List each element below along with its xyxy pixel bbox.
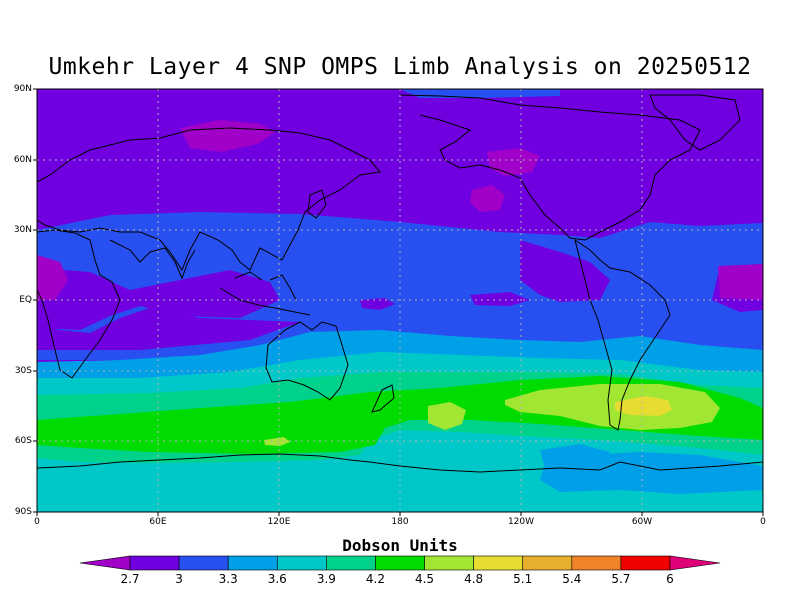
colorbar <box>79 555 721 571</box>
lat-label-60s: 60S <box>14 436 32 446</box>
field-band-5.1 <box>615 396 672 416</box>
lat-label-30n: 30N <box>13 225 32 235</box>
colorbar-swatch <box>571 555 622 571</box>
coast-africa <box>37 229 121 379</box>
coast-india <box>109 239 196 280</box>
colorbar-swatch <box>375 555 425 571</box>
coast-australia <box>265 321 349 401</box>
colorbar-tick-label: 5.4 <box>562 572 582 586</box>
colorbar-swatch <box>129 555 180 571</box>
colorbar-tick-label: 4.5 <box>414 572 435 586</box>
lon-label-0-right: 0 <box>760 517 766 527</box>
colorbar-title: Dobson Units <box>342 536 458 555</box>
colorbar-arrow-high <box>669 555 721 571</box>
lon-label-0-left: 0 <box>34 517 40 527</box>
colorbar-arrow-low <box>79 555 131 571</box>
colorbar-tick-label: 5.7 <box>611 572 631 586</box>
colorbar-swatch <box>178 555 229 571</box>
colorbar-tick-label: 4.8 <box>464 572 484 586</box>
coast-eurasia <box>37 127 381 272</box>
field-band-4.8-atlantic <box>505 384 720 430</box>
coast-greenland <box>649 94 741 151</box>
colorbar-tick-label: 2.7 <box>120 572 140 586</box>
field-band-3.0-samerica <box>520 240 610 302</box>
axis-ticks <box>33 88 764 516</box>
coast-indonesia <box>219 271 311 316</box>
colorbar-swatch <box>522 555 573 571</box>
field-band-2.7-siberia <box>180 120 275 152</box>
lat-label-90n: 90N <box>13 84 32 94</box>
colorbar-swatch <box>473 555 524 571</box>
colorbar-tick-label: 6 <box>666 572 674 586</box>
colorbar-swatch <box>227 555 278 571</box>
lat-label-eq: EQ <box>19 295 32 305</box>
colorbar-tick-label: 3.6 <box>267 572 287 586</box>
colorbar-swatch <box>620 555 671 571</box>
map-title: Umkehr Layer 4 SNP OMPS Limb Analysis on… <box>48 54 752 80</box>
colorbar-swatch <box>326 555 376 571</box>
lon-label-60e: 60E <box>149 517 167 527</box>
lat-label-90s: 90S <box>14 507 32 517</box>
field-band-2.7-east <box>718 264 763 300</box>
colorbar-tick-label: 3 <box>175 572 183 586</box>
colorbar-swatch <box>276 555 327 571</box>
field-band-3.0-patch <box>360 298 395 310</box>
colorbar-tick-label: 5.1 <box>513 572 533 586</box>
lon-label-120e: 120E <box>267 517 291 527</box>
lat-label-30s: 30S <box>14 366 32 376</box>
coast-south-america <box>574 238 671 431</box>
colorbar-tick-label: 4.2 <box>365 572 385 586</box>
lat-label-60n: 60N <box>13 155 32 165</box>
lon-label-180: 180 <box>391 517 409 527</box>
colorbar-swatch <box>424 555 474 571</box>
field-band-3.0-pacific <box>470 292 530 306</box>
field-band-2.7-alaska <box>487 148 540 176</box>
colorbar-tick-label: 3.3 <box>218 572 238 586</box>
field-band-3.3-tropics <box>37 212 763 360</box>
coast-newzealand <box>371 384 395 413</box>
coast-japan <box>307 189 327 219</box>
coast-antarctica <box>37 453 763 473</box>
gridlines <box>37 89 763 512</box>
colorbar-tick-label: 3.9 <box>316 572 336 586</box>
field-band-4.8-pacific <box>428 402 466 430</box>
field-band-2.7-west <box>37 255 68 300</box>
lon-label-120w: 120W <box>507 517 535 527</box>
field-band-2.7-pacific <box>470 185 505 212</box>
lon-label-60w: 60W <box>631 517 653 527</box>
